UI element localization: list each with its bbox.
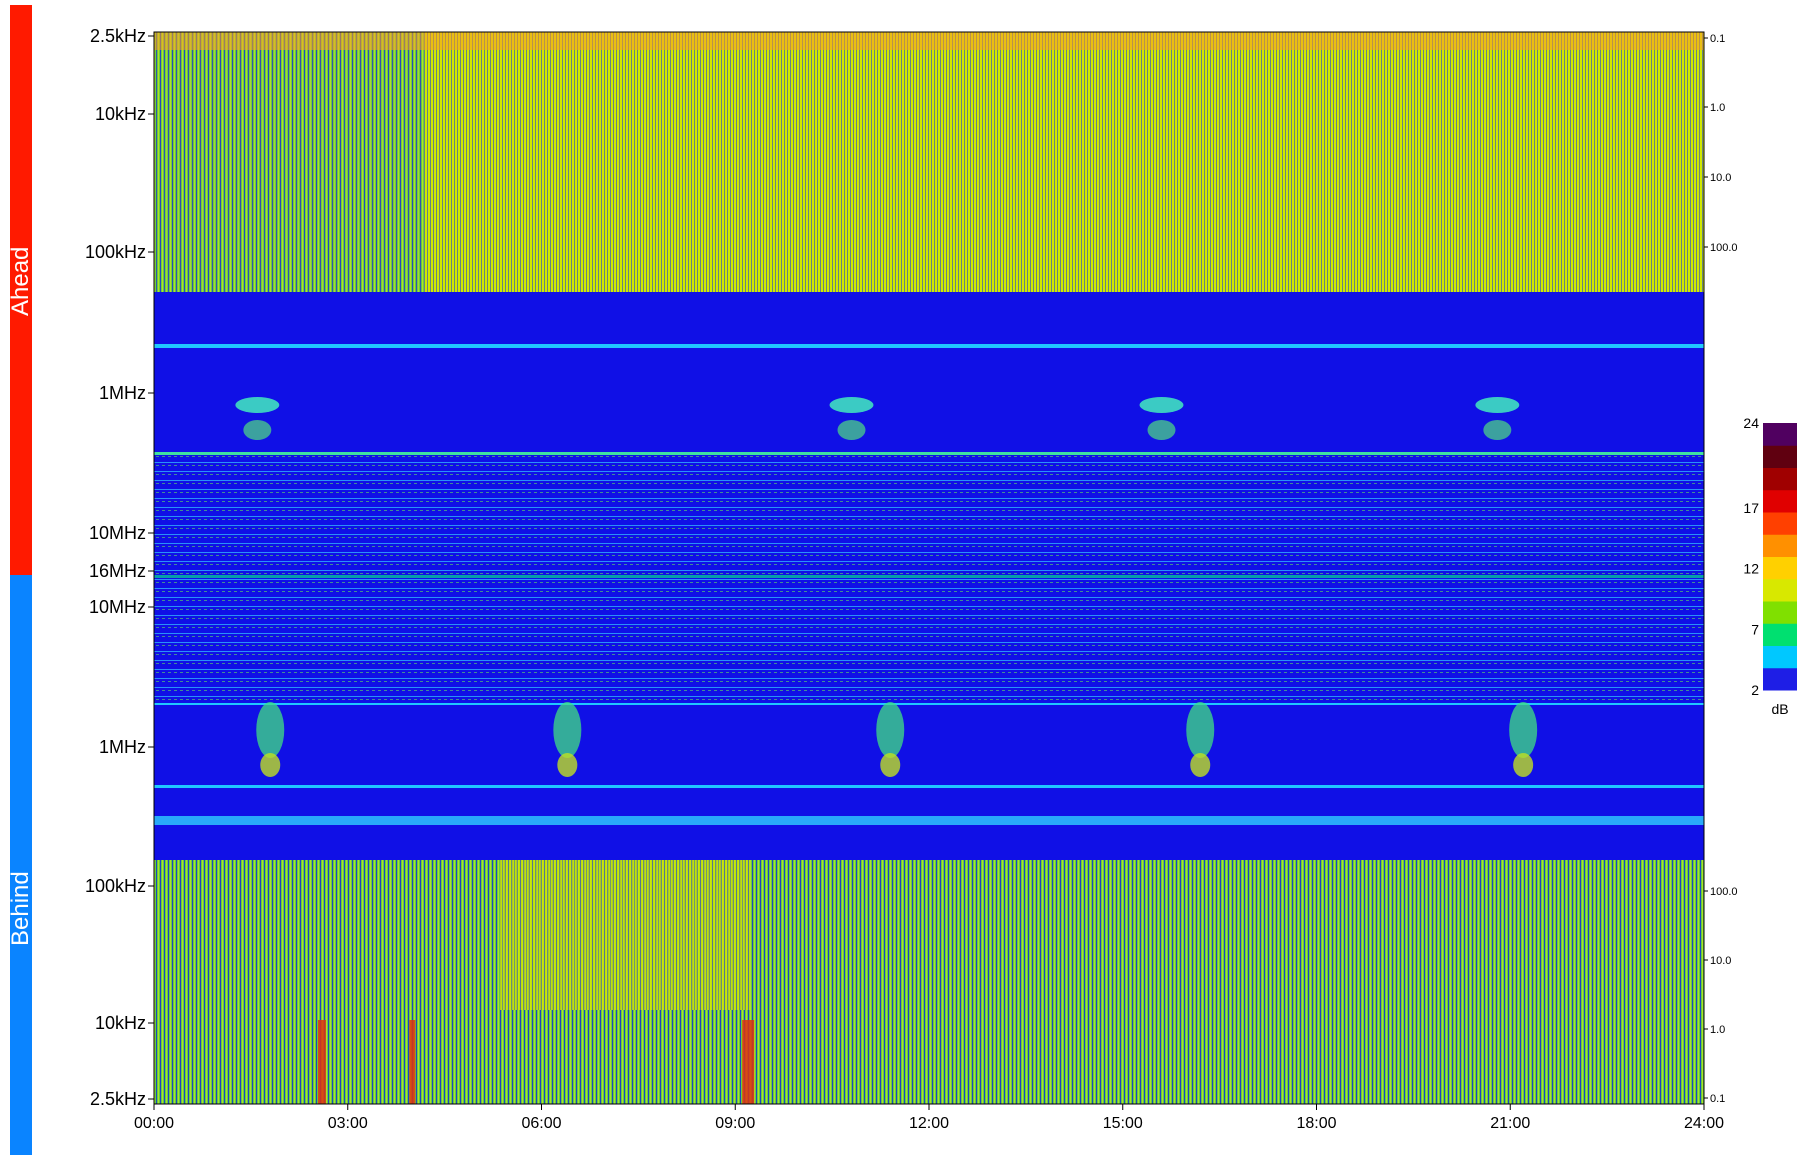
burst-upper — [1509, 702, 1538, 758]
y-tick-label: 10MHz — [89, 523, 146, 543]
x-tick-label: 15:00 — [1103, 1115, 1143, 1132]
right-tick-label: 0.1 — [1710, 1093, 1725, 1105]
x-tick-label: 18:00 — [1296, 1115, 1336, 1132]
x-tick-label: 12:00 — [909, 1115, 949, 1132]
right-tick-label: 10.0 — [1710, 172, 1731, 184]
colorbar-swatch — [1763, 601, 1797, 624]
cyan-line-1 — [154, 344, 1704, 348]
ahead-label: Ahead — [7, 246, 34, 316]
y-tick-label: 16MHz — [89, 561, 146, 581]
burst-lower — [243, 420, 272, 440]
y-tick-label: 100kHz — [85, 242, 146, 262]
colorbar-tick-label: 2 — [1751, 682, 1759, 698]
burst-lower — [1513, 753, 1534, 777]
panel-divider — [154, 575, 1704, 578]
colorbar-swatch — [1763, 445, 1797, 468]
burst-upper — [1475, 397, 1520, 413]
red-streak — [742, 1020, 755, 1104]
cyan-line-3 — [154, 703, 1704, 705]
behind-noise-band-overlay — [500, 860, 750, 1010]
colorbar-swatch — [1763, 489, 1797, 513]
burst-lower — [837, 420, 866, 440]
burst-lower — [557, 753, 578, 777]
colorbar-label: dB — [1771, 701, 1788, 717]
x-tick-label: 09:00 — [715, 1115, 755, 1132]
behind-side-bar — [10, 575, 32, 1155]
colorbar-swatch — [1763, 578, 1797, 602]
colorbar-swatch — [1763, 645, 1797, 669]
behind-mid-band — [154, 585, 1704, 705]
burst-upper — [1186, 702, 1215, 758]
y-tick-label: 10MHz — [89, 597, 146, 617]
ahead-side-bar — [10, 5, 32, 575]
y-tick-label: 1MHz — [99, 383, 146, 403]
colorbar-tick-label: 7 — [1751, 621, 1759, 637]
x-tick-label: 06:00 — [521, 1115, 561, 1132]
colorbar-tick-label: 12 — [1743, 561, 1759, 577]
right-tick-label: 0.1 — [1710, 33, 1725, 45]
right-tick-label: 10.0 — [1710, 955, 1731, 967]
colorbar-swatch — [1763, 534, 1797, 557]
right-tick-label: 100.0 — [1710, 242, 1738, 254]
right-tick-label: 1.0 — [1710, 102, 1725, 114]
x-tick-label: 03:00 — [328, 1115, 368, 1132]
y-tick-label: 2.5kHz — [90, 26, 146, 46]
behind-noise-band — [154, 860, 1704, 1104]
plot-area — [154, 32, 1704, 1104]
right-tick-label: 1.0 — [1710, 1024, 1725, 1036]
cyan-line-5 — [154, 816, 1704, 825]
colorbar-swatch — [1763, 667, 1797, 691]
colorbar-swatch — [1763, 467, 1797, 491]
y-tick-label: 2.5kHz — [90, 1089, 146, 1109]
burst-upper — [256, 702, 285, 758]
colorbar-swatch — [1763, 512, 1797, 535]
burst-lower — [260, 753, 281, 777]
burst-upper — [235, 397, 280, 413]
ahead-mid-band — [154, 450, 1704, 585]
burst-upper — [876, 702, 905, 758]
ahead-top-orange — [154, 32, 1704, 50]
x-tick-label: 00:00 — [134, 1115, 174, 1132]
x-tick-label: 21:00 — [1490, 1115, 1530, 1132]
colorbar-swatch — [1763, 623, 1797, 646]
ahead-noise-band-overlay — [154, 32, 424, 292]
behind-label: Behind — [7, 871, 34, 946]
y-tick-label: 1MHz — [99, 737, 146, 757]
burst-upper — [553, 702, 582, 758]
burst-lower — [1147, 420, 1176, 440]
y-tick-label: 10kHz — [95, 1013, 146, 1033]
x-tick-label: 24:00 — [1684, 1115, 1724, 1132]
burst-lower — [1483, 420, 1512, 440]
colorbar-tick-label: 24 — [1743, 415, 1759, 431]
colorbar-tick-label: 17 — [1743, 500, 1759, 516]
right-tick-label: 100.0 — [1710, 886, 1738, 898]
red-streak — [409, 1020, 416, 1104]
colorbar-swatch — [1763, 423, 1797, 446]
burst-lower — [1190, 753, 1211, 777]
burst-upper — [829, 397, 874, 413]
y-tick-label: 100kHz — [85, 876, 146, 896]
colorbar-swatch — [1763, 556, 1797, 580]
burst-upper — [1139, 397, 1184, 413]
cyan-line-4 — [154, 785, 1704, 788]
red-streak — [317, 1020, 326, 1104]
burst-lower — [880, 753, 901, 777]
y-tick-label: 10kHz — [95, 104, 146, 124]
cyan-line-2 — [154, 452, 1704, 455]
